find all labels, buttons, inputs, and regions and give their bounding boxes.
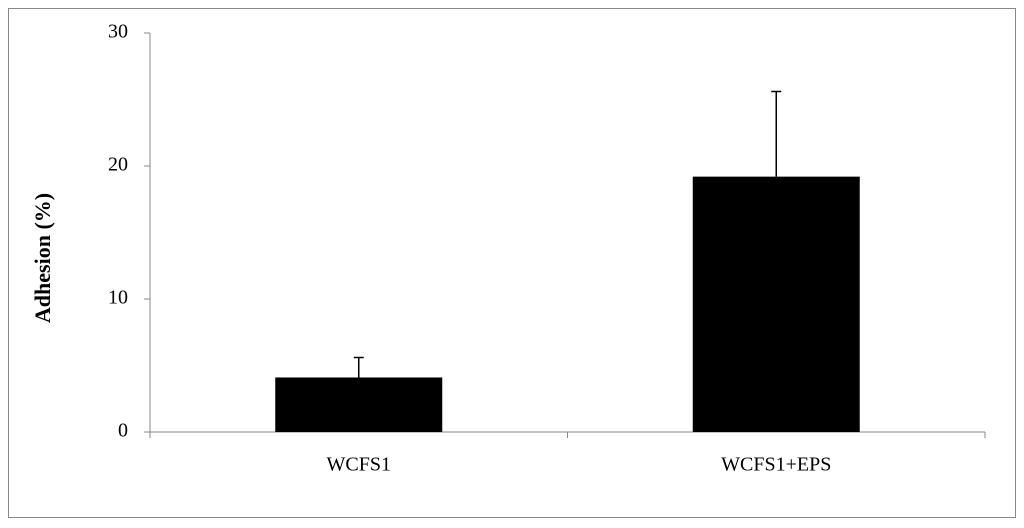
y-tick-label: 20 — [108, 154, 128, 176]
bar — [275, 377, 443, 432]
y-tick-label: 0 — [118, 420, 128, 442]
chart-frame — [8, 8, 1016, 518]
y-tick-label: 10 — [108, 287, 128, 309]
error-bar — [353, 356, 364, 378]
x-tick-label: WCFS1 — [327, 454, 391, 476]
x-tick-label: WCFS1+EPS — [721, 454, 831, 476]
y-axis-label: Adhesion (%) — [30, 193, 55, 323]
bar — [692, 176, 860, 432]
error-bar — [771, 90, 782, 177]
y-tick-label: 30 — [108, 21, 128, 43]
